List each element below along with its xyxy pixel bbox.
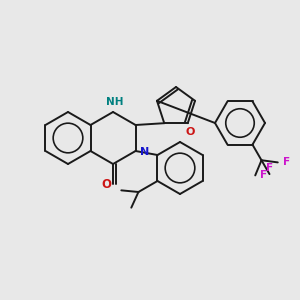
Text: F: F: [260, 170, 267, 180]
Text: O: O: [185, 127, 194, 137]
Text: NH: NH: [106, 97, 124, 107]
Text: O: O: [101, 178, 111, 190]
Text: F: F: [266, 163, 273, 173]
Text: F: F: [283, 158, 290, 167]
Text: N: N: [140, 147, 149, 157]
